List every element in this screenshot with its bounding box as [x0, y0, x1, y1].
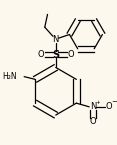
Text: O: O: [105, 102, 112, 111]
Text: S: S: [52, 50, 59, 60]
Text: H₂N: H₂N: [2, 72, 17, 81]
Text: N: N: [53, 35, 59, 44]
Text: −: −: [111, 99, 117, 105]
Text: O: O: [38, 50, 44, 59]
Text: O: O: [67, 50, 74, 59]
Text: N: N: [90, 102, 96, 111]
Text: +: +: [95, 100, 100, 105]
Text: O: O: [90, 117, 96, 126]
